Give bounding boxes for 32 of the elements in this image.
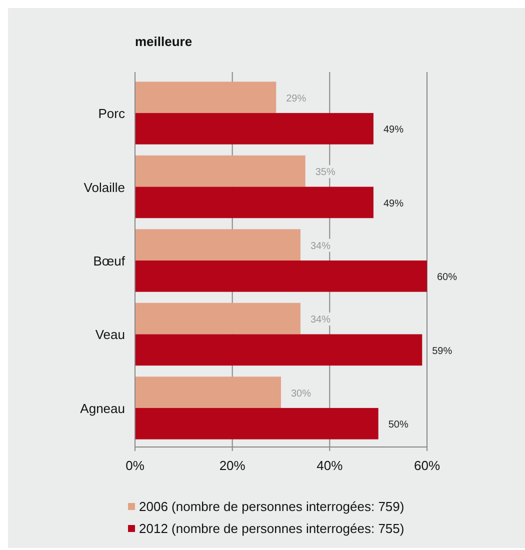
data-label: 50%: [388, 420, 408, 431]
bar: [135, 334, 422, 366]
data-label: 49%: [383, 198, 404, 210]
y-tick-label: Bœuf: [93, 254, 126, 268]
data-label: 34%: [310, 314, 331, 326]
data-label: 30%: [291, 388, 312, 400]
bar: [135, 260, 427, 292]
data-label: 60%: [437, 272, 458, 284]
bar: [135, 376, 281, 408]
bar: [135, 113, 374, 144]
y-tick-label: Volaille: [84, 180, 125, 195]
data-label: 49%: [383, 124, 404, 136]
bar: [135, 302, 300, 334]
x-tick-label: 20%: [219, 458, 246, 473]
y-tick-label: Porc: [98, 106, 126, 122]
y-tick-label: Veau: [95, 327, 125, 342]
x-tick-label: 0%: [126, 458, 145, 473]
x-tick-label: 40%: [316, 458, 344, 473]
legend-label: 2006 (nombre de personnes interrogées: 759): [139, 499, 404, 514]
y-tick-label: Agneau: [80, 400, 125, 416]
x-tick-label: 60%: [414, 458, 440, 473]
bar: [135, 229, 300, 260]
bar: [135, 408, 378, 440]
bar: [135, 186, 374, 218]
data-label: 59%: [432, 346, 452, 357]
bar: [135, 82, 276, 114]
data-label: 29%: [286, 93, 306, 104]
chart-title: meilleure: [135, 34, 192, 49]
legend-label: 2012 (nombre de personnes interrogées: 755): [139, 521, 404, 536]
data-label: 35%: [315, 167, 336, 178]
bar: [135, 155, 306, 187]
data-label: 34%: [310, 240, 331, 252]
